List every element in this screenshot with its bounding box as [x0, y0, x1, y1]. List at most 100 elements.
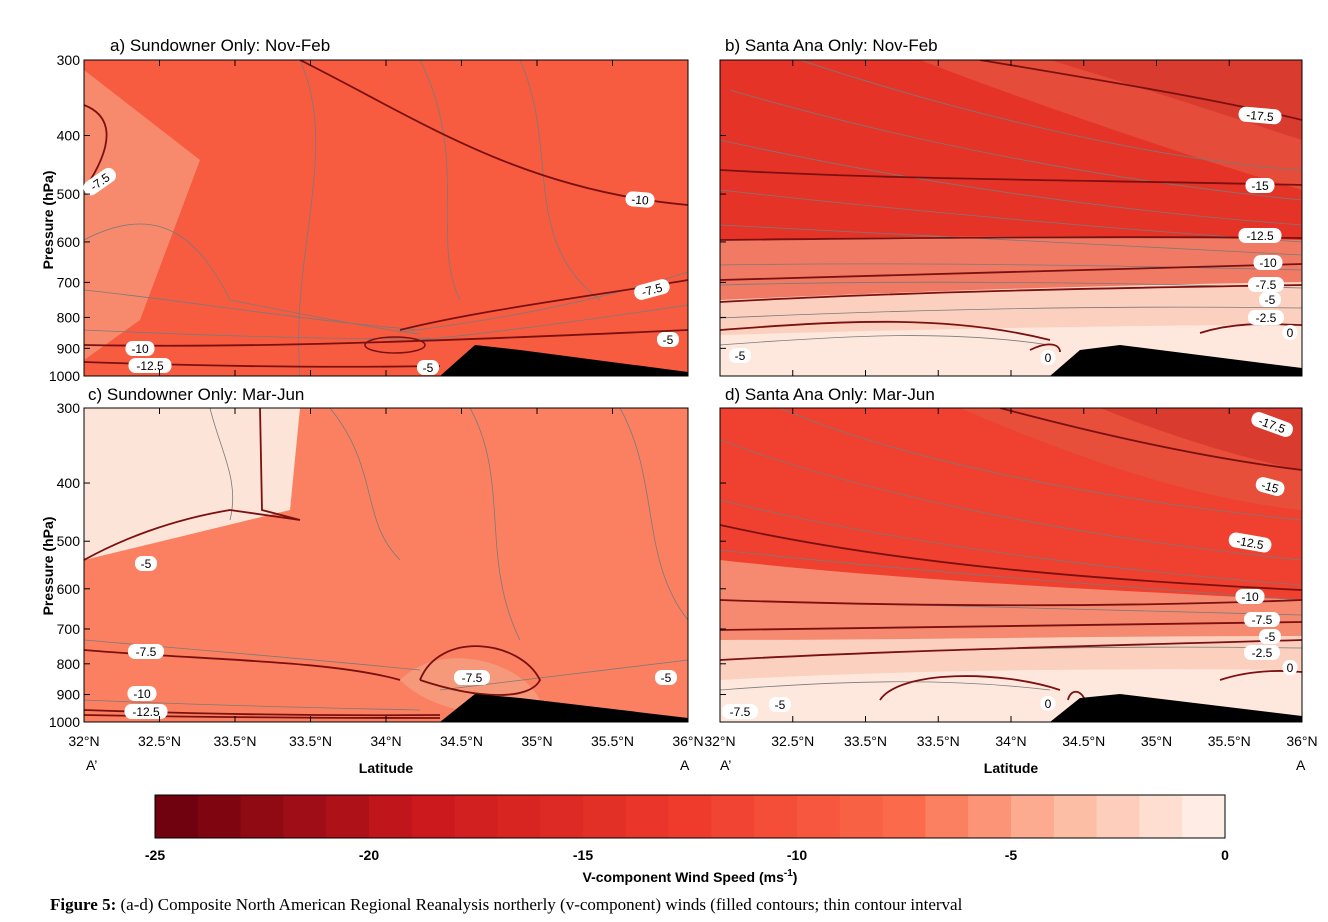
contour-label-box	[625, 191, 655, 208]
contour-label-box	[1245, 178, 1275, 193]
contour-label-text: -10	[1241, 590, 1259, 604]
contour-label: -5	[135, 556, 157, 571]
colorbar-cell	[497, 795, 541, 838]
colorbar-cell	[240, 795, 284, 838]
contour-label: 0	[1282, 325, 1298, 340]
y-tick-label: 700	[57, 621, 81, 637]
contour-label: -7.5	[128, 644, 164, 659]
contour-label-box	[127, 686, 157, 701]
x-tick-label: 36°N	[672, 733, 703, 749]
contour-label-text: -15	[1251, 179, 1269, 193]
contour-label-text: -5	[141, 557, 152, 571]
panel-d-title: d) Santa Ana Only: Mar-Jun	[725, 385, 935, 404]
contour-label-text: -7.5	[730, 705, 751, 719]
contour-label-box	[1251, 412, 1293, 437]
contour-label-box	[729, 348, 751, 363]
contour-label: -5	[769, 697, 791, 712]
colorbar-tick-label: -20	[359, 847, 379, 863]
contour-label: -15	[1255, 477, 1285, 496]
panel-a-title: a) Sundowner Only: Nov-Feb	[110, 36, 330, 55]
x-tick-label: 35.5°N	[591, 733, 634, 749]
contour-label-text: -10	[131, 342, 149, 356]
x-tick-label: 34°N	[995, 733, 1026, 749]
contour-label-box	[128, 644, 164, 659]
colorbar-cell	[1053, 795, 1098, 838]
x-tick-label: 35.5°N	[1208, 733, 1251, 749]
colorbar-cell	[197, 795, 242, 838]
y-tick-label: 1000	[49, 368, 80, 384]
x-tick-label: 36°N	[1286, 733, 1317, 749]
contour-label-text: -2.5	[1252, 646, 1273, 660]
x-tick-label: 32°N	[68, 733, 99, 749]
contour-label: -7.5	[454, 670, 490, 685]
colorbar-frame	[154, 794, 1226, 839]
contour-label: -7.5	[1244, 612, 1280, 627]
contour-label-box	[135, 556, 157, 571]
contour-label-box	[1238, 106, 1282, 125]
colorbar-ticks: -25 -20 -15 -10 -5 0	[145, 847, 1229, 863]
contour-label-box	[657, 332, 679, 347]
colorbar-cell	[1096, 795, 1140, 838]
y-tick-label: 300	[57, 52, 81, 68]
contour-label-text: -10	[631, 192, 650, 207]
x-tick-label: 33.5°N	[917, 733, 960, 749]
contour-label: -2.5	[1244, 645, 1280, 660]
contour-label-text: -7.5	[462, 671, 483, 685]
y-tick-label: 900	[57, 340, 81, 356]
section-end-label-right: A	[1296, 757, 1306, 773]
x-tick-label: 33.5°N	[289, 733, 332, 749]
section-start-label-right: A’	[720, 757, 731, 773]
contour-label-box	[124, 704, 168, 719]
colorbar-cell	[1011, 795, 1055, 838]
figure-caption: Figure 5: (a-d) Composite North American…	[50, 895, 1328, 915]
contour-label-text: -7.5	[1252, 613, 1273, 627]
colorbar-tick-label: -10	[787, 847, 807, 863]
contour-labels: -7.5-10-7.5-5-10-12.5 -5-17.5-15-12.5-10-…	[83, 106, 1298, 719]
y-tick-label: 900	[57, 687, 81, 703]
colorbar-cell	[968, 795, 1012, 838]
x-axes: 32°N 32.5°N 33.5°N 33.5°N 34°N 34.5°N 35°N 35.5…	[68, 60, 1318, 749]
contour-label-box	[417, 360, 439, 375]
figure: a) Sundowner Only: Nov-Feb b) Santa Ana …	[40, 36, 1318, 885]
x-tick-label: 34°N	[370, 733, 401, 749]
contour-label: -7.5	[1248, 277, 1284, 292]
contour-label-text: 0	[1045, 697, 1052, 711]
contour-label: -5	[417, 360, 439, 375]
contour-label: 0	[1040, 696, 1056, 711]
x-tick-label: 32.5°N	[771, 733, 814, 749]
contour-label-box	[125, 341, 155, 356]
contour-label-text: -5	[1265, 293, 1276, 307]
contour-label-text: 0	[1287, 326, 1294, 340]
colorbar-label: V-component Wind Speed (ms-1)	[583, 868, 798, 885]
contour-label-box	[1235, 589, 1265, 604]
y-tick-label: 600	[57, 581, 81, 597]
contour-label-box	[1040, 696, 1056, 711]
colorbar-tick-label: 0	[1221, 847, 1229, 863]
contour-label-box	[128, 358, 172, 373]
x-axis-label-left: Latitude	[359, 760, 414, 776]
colorbar-cell	[1139, 795, 1183, 838]
caption-lead: Figure 5:	[50, 895, 117, 914]
contour-label: 0	[1282, 660, 1298, 675]
x-tick-label: 34.5°N	[1062, 733, 1105, 749]
contour-label-box	[454, 670, 490, 685]
contour-label-box	[1040, 350, 1056, 365]
caption-text: (a-d) Composite North American Regional …	[116, 895, 963, 914]
colorbar-cell	[625, 795, 670, 838]
colorbar-tick-label: -15	[573, 847, 593, 863]
contour-label-text: -2.5	[1256, 311, 1277, 325]
contour-label: -5	[655, 670, 677, 685]
contour-label-box	[1248, 310, 1284, 325]
colorbar-cell	[754, 795, 798, 838]
contour-label-text: 0	[1287, 661, 1294, 675]
contour-label-box	[1282, 325, 1298, 340]
colorbar	[154, 794, 1226, 839]
contour-label-text: -12.5	[136, 359, 164, 373]
section-start-label-left: A’	[86, 757, 97, 773]
contour-label-text: -5	[423, 361, 434, 375]
y-tick-label: 800	[57, 656, 81, 672]
y-tick-label: 600	[57, 234, 81, 250]
contour-label-text: -12.5	[1246, 229, 1274, 243]
x-axis-label-right: Latitude	[984, 760, 1039, 776]
x-tick-label: 34.5°N	[440, 733, 483, 749]
